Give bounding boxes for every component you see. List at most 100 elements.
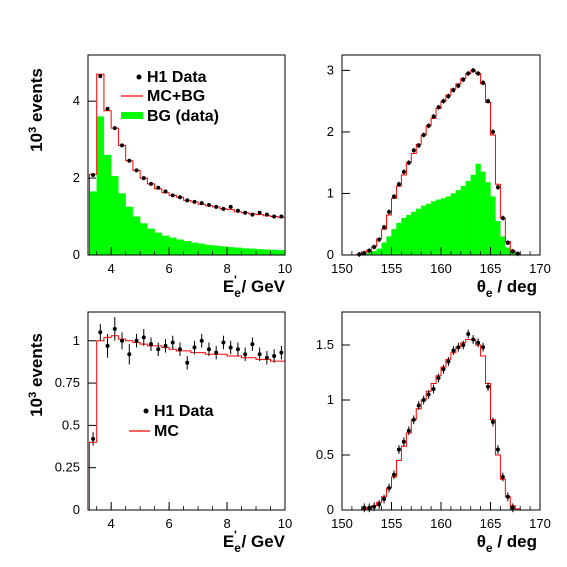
bg-bin	[226, 247, 235, 256]
data-point	[461, 343, 466, 347]
xlabel-top-right: θe / deg	[477, 277, 537, 300]
data-point	[185, 198, 190, 203]
data-point	[391, 194, 396, 199]
x-tick-label: 165	[480, 516, 502, 531]
data-point	[510, 505, 515, 510]
bg-bin	[118, 193, 126, 256]
data-points	[91, 74, 284, 219]
data-point	[257, 352, 262, 357]
data-point	[199, 201, 204, 206]
bg-bin	[255, 249, 264, 256]
data-points	[91, 317, 284, 446]
x-tick-label: 8	[223, 516, 230, 531]
data-point	[421, 398, 426, 402]
bg-bin	[401, 217, 407, 256]
bg-bin	[455, 190, 461, 256]
data-point	[456, 345, 461, 350]
mc-histogram	[88, 335, 286, 510]
data-point	[406, 160, 411, 165]
bg-bin	[125, 206, 134, 256]
bg-bin	[248, 248, 257, 256]
x-tick-label: 155	[381, 516, 403, 531]
bg-bin	[386, 236, 392, 256]
bg-bin	[470, 174, 476, 256]
data-point	[279, 214, 284, 219]
data-point	[481, 80, 486, 85]
data-point	[177, 347, 182, 352]
data-point	[476, 340, 481, 345]
x-tick-label: 6	[166, 516, 173, 531]
y-tick-label: 0.25	[55, 460, 80, 475]
x-tick-label: 10	[278, 261, 292, 276]
data-point	[382, 225, 387, 230]
data-point	[391, 472, 396, 477]
bg-bin	[161, 235, 170, 256]
bg-bin	[212, 245, 220, 256]
data-point	[382, 497, 387, 501]
data-point	[372, 504, 377, 509]
data-point	[486, 99, 491, 104]
data-point	[451, 348, 456, 353]
y-tick-label: 0	[73, 247, 80, 262]
y-tick-label: 0.75	[55, 375, 80, 390]
ylabel-bottom-left: 103 events	[27, 333, 46, 417]
data-points	[357, 67, 520, 257]
x-tick-label: 170	[529, 516, 551, 531]
data-point	[367, 505, 372, 510]
bg-bin	[197, 243, 206, 256]
x-axis-ticks: 150 155 160 165 170	[331, 247, 551, 276]
data-point	[98, 330, 103, 335]
data-point	[257, 210, 262, 215]
bg-bin	[460, 185, 466, 256]
bg-bin	[425, 203, 432, 256]
x-tick-label: 150	[331, 516, 353, 531]
data-point	[192, 199, 197, 204]
bg-bin	[475, 163, 481, 256]
y-tick-label: 1	[327, 185, 334, 200]
data-point	[456, 83, 461, 88]
data-point	[387, 486, 392, 490]
bg-bin	[495, 221, 501, 256]
data-point	[91, 173, 96, 177]
legend-label-mc-bottom: MC	[154, 423, 179, 440]
xlabel-bottom-right: θe / deg	[477, 532, 537, 555]
y-axis-ticks: 0 0.5 1 1.5	[316, 337, 350, 517]
data-point	[495, 447, 500, 452]
data-point	[163, 189, 168, 194]
data-point	[490, 129, 495, 134]
x-tick-label: 4	[108, 516, 115, 531]
plot-frame	[87, 54, 286, 256]
data-point	[436, 376, 441, 380]
data-point	[436, 105, 441, 110]
data-point	[91, 436, 96, 441]
x-axis-ticks: 150 155 160 165 170	[331, 502, 551, 531]
data-point	[357, 252, 362, 257]
xlabel-top-left: Ee' / GeV	[223, 273, 286, 300]
data-point	[105, 106, 110, 111]
data-point	[228, 345, 233, 350]
data-point	[466, 332, 471, 336]
bg-bin	[183, 241, 191, 256]
x-tick-label: 4	[108, 261, 115, 276]
data-point	[510, 249, 515, 254]
data-point	[416, 403, 421, 408]
data-point	[235, 347, 240, 352]
data-point	[156, 185, 161, 190]
bg-bin	[103, 154, 112, 256]
data-point	[446, 94, 451, 99]
x-axis-ticks: 4 6 8 10	[96, 247, 292, 276]
x-tick-label: 170	[529, 261, 551, 276]
data-point	[105, 343, 110, 348]
y-tick-label: 0	[327, 247, 334, 262]
bg-bin	[505, 247, 511, 256]
data-point	[441, 367, 446, 372]
data-point	[243, 210, 248, 215]
bg-bin	[435, 199, 442, 256]
bg-bin	[411, 211, 417, 256]
data-point	[451, 88, 456, 93]
data-point	[272, 214, 277, 219]
panel-angle-top: θe / deg 150 155 160 165 170 0 1 2 3	[327, 54, 551, 300]
data-point	[471, 337, 476, 342]
data-point	[372, 245, 377, 249]
data-point	[264, 212, 269, 217]
